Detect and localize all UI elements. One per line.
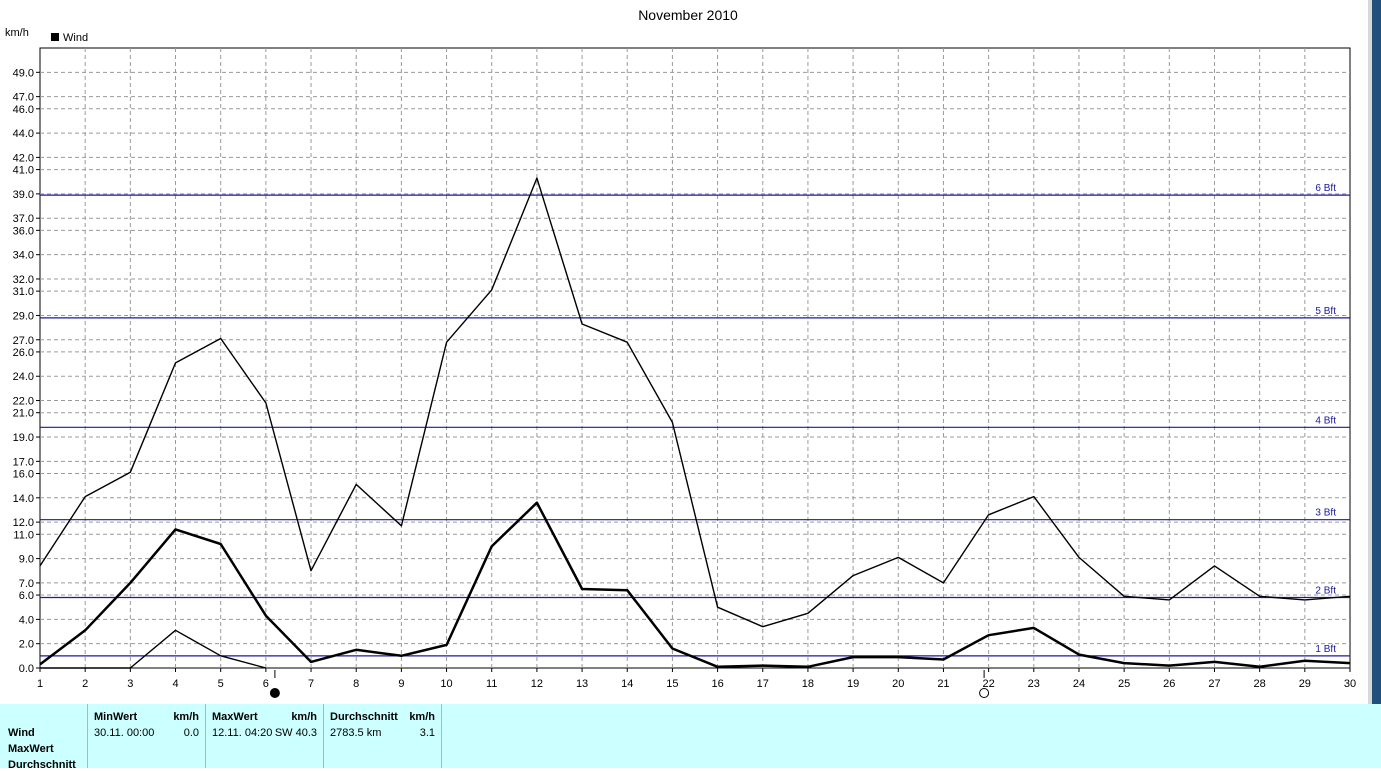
stats-row-label-wind: Wind [8,727,35,739]
x-tick-label: 8 [353,678,359,690]
stats-min-date: 30.11. 00:00 [94,727,155,739]
window-edge-strip [1368,0,1381,704]
x-tick-label: 15 [666,678,678,690]
y-tick-label: 0.0 [19,663,34,675]
y-tick-label: 12.0 [13,517,34,529]
x-tick-label: 11 [486,678,497,690]
y-tick-label: 17.0 [13,456,34,468]
y-tick-label: 36.0 [13,225,34,237]
stats-max-value: SW 40.3 [274,727,317,739]
stats-min-column: MinWert km/h 30.11. 00:00 0.0 [88,704,206,768]
x-tick-label: 25 [1118,678,1130,690]
stats-avg-unit: km/h [409,711,435,723]
x-tick-label: 19 [847,678,859,690]
x-tick-label: 26 [1163,678,1175,690]
stats-avg-distance: 2783.5 km [330,727,382,739]
reference-line-label: 2 Bft [1315,585,1336,596]
x-tick-label: 14 [621,678,633,690]
x-tick-label: 24 [1073,678,1085,690]
stats-avg-value: 3.1 [419,727,435,739]
plot-frame [39,47,1351,669]
reference-line-label: 5 Bft [1315,306,1336,317]
x-tick-label: 29 [1299,678,1311,690]
y-tick-label: 2.0 [19,639,34,651]
x-tick-label: 1 [37,678,43,690]
x-tick-label: 18 [802,678,814,690]
chart-title: November 2010 [638,7,738,23]
x-tick-label: 28 [1254,678,1266,690]
x-tick-label: 30 [1344,678,1356,690]
x-tick-label: 7 [308,678,314,690]
y-tick-label: 49.0 [13,67,34,79]
x-tick-label: 16 [711,678,723,690]
chart-area: November 2010 km/h Wind 0.0 2.0 4.0 6.0 7.0 9.0 1… [5,0,1381,704]
y-tick-label: 41.0 [13,165,34,177]
y-tick-label: 26.0 [13,347,34,359]
reference-line-label: 6 Bft [1315,183,1336,194]
x-tick-label: 6 [263,678,269,690]
y-tick-label: 6.0 [19,590,34,602]
y-tick-label: 11.0 [13,529,34,541]
y-axis-label: km/h [5,27,29,39]
stats-max-unit: km/h [291,711,317,723]
wind-line-chart: November 2010 km/h Wind 0.0 2.0 4.0 6.07.0 9.0 1… [5,7,1356,698]
y-tick-label: 37.0 [13,213,34,225]
stats-max-date: 12.11. 04:20 [212,727,273,739]
new-moon-icon [269,688,280,698]
y-tick-label: 46.0 [13,104,34,116]
x-tick-label: 27 [1208,678,1220,690]
x-tick-label: 10 [440,678,452,690]
y-tick-label: 9.0 [19,554,34,566]
y-tick-label: 16.0 [13,468,34,480]
stats-avg-title: Durchschnitt [330,711,398,723]
legend-label: Wind [63,32,88,44]
y-tick-label: 32.0 [13,274,34,286]
y-tick-label: 7.0 [19,578,34,590]
stats-row-label-max: MaxWert [8,743,54,755]
stats-max-title: MaxWert [212,711,258,723]
x-tick-label: 12 [531,678,543,690]
x-tick-label: 20 [892,678,904,690]
stats-max-column: MaxWert km/h 12.11. 04:20 SW 40.3 [206,704,324,768]
full-moon-icon [979,688,990,698]
y-tick-label: 27.0 [13,335,34,347]
y-tick-label: 4.0 [19,614,34,626]
y-tick-label: 39.0 [13,189,34,201]
x-tick-label: 21 [937,678,949,690]
y-tick-label: 22.0 [13,396,34,408]
y-tick-label: 42.0 [13,152,34,164]
x-tick-label: 3 [127,678,133,690]
reference-line-label: 1 Bft [1315,644,1336,655]
x-tick-label: 23 [1028,678,1040,690]
x-tick-label: 5 [218,678,224,690]
stats-min-unit: km/h [173,711,199,723]
x-tick-label: 4 [172,678,178,690]
stats-panel: Wind MaxWert Durchschnitt MinWert km/h 3… [0,704,1381,771]
x-tick-label: 9 [398,678,404,690]
x-tick-label: 13 [576,678,588,690]
y-tick-label: 24.0 [13,371,34,383]
y-tick-label: 47.0 [13,92,34,104]
y-tick-label: 21.0 [13,408,34,420]
y-tick-label: 19.0 [13,432,34,444]
reference-line-label: 3 Bft [1315,508,1336,519]
x-tick-label: 2 [82,678,88,690]
stats-avg-column: Durchschnitt km/h 2783.5 km 3.1 [324,704,442,768]
reference-line-label: 4 Bft [1315,415,1336,426]
series-line-2 [39,501,1351,669]
stats-label-column [0,704,88,768]
y-tick-label: 14.0 [13,493,34,505]
x-tick-label: 22 [982,678,994,690]
x-tick-label: 17 [757,678,769,690]
y-tick-label: 34.0 [13,250,34,262]
y-tick-label: 29.0 [13,310,34,322]
series-line-1 [39,177,1351,628]
stats-min-title: MinWert [94,711,138,723]
legend-swatch [51,33,59,41]
stats-min-value: 0.0 [183,727,199,739]
y-tick-label: 44.0 [13,128,34,140]
series-line-3 [40,629,267,669]
y-tick-label: 31.0 [13,286,34,298]
